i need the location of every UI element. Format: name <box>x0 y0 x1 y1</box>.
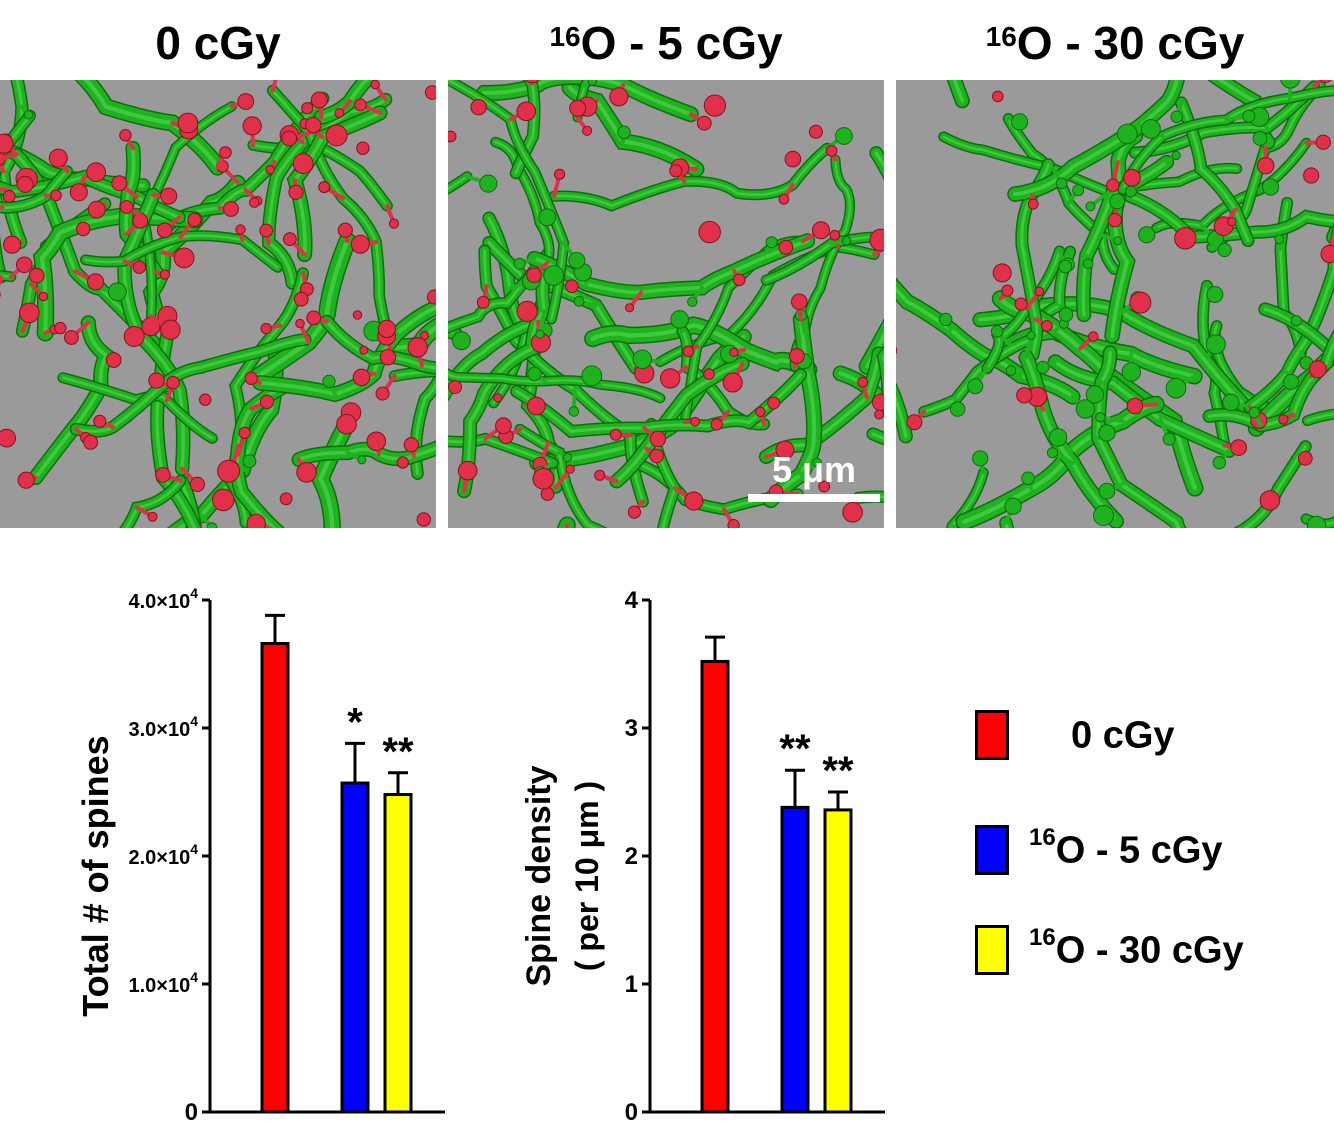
y-tick-exponent: 4 <box>190 841 198 857</box>
y-tick-label: 2 <box>625 843 638 870</box>
y-tick-label: 1.0×104 <box>128 969 198 997</box>
bar <box>780 805 810 1114</box>
legend-label-5cgy: 16O - 5 cGy <box>1029 823 1223 872</box>
panel-title-5cgy: 16O - 5 cGy <box>549 17 783 69</box>
y-axis-label: Total # of spines <box>75 735 116 1016</box>
y-tick-label: 3.0×104 <box>128 713 198 741</box>
panel-title-30cgy: 16O - 30 cGy <box>985 17 1245 69</box>
scale-bar-label: 5 μm <box>771 449 857 490</box>
legend-swatch-5cgy <box>975 825 1009 875</box>
total-spines-chart: 0 1.0×104 2.0×104 3.0×104 4.0×104 Total # of … <box>75 585 445 1126</box>
legend-swatch-control <box>975 710 1009 760</box>
y-tick-exponent: 4 <box>190 713 198 729</box>
y-tick-exponent: 4 <box>190 585 198 601</box>
y-tick-label: 3 <box>625 715 638 742</box>
legend-label-control: 0 cGy <box>1071 714 1175 757</box>
scale-bar: 5 μm <box>748 450 880 510</box>
legend-item-30cgy: 16O - 30 cGy <box>975 923 1244 975</box>
panel-title-control: 0 cGy <box>155 17 281 69</box>
y-tick-label: 1 <box>625 971 638 998</box>
y-tick-exponent: 4 <box>190 969 198 985</box>
legend-swatch-30cgy <box>975 925 1009 975</box>
significance-marker: ** <box>822 749 854 793</box>
significance-marker: * <box>347 700 363 744</box>
y-axis-label: Spine density <box>520 765 558 986</box>
y-tick-label: 2.0×104 <box>128 841 198 869</box>
legend: 0 cGy 16O - 5 cGy 16O - 30 cGy <box>975 700 1325 990</box>
dendrite-image-30cgy <box>896 80 1334 528</box>
spine-cluster <box>0 80 436 528</box>
bar <box>260 642 290 1114</box>
bar <box>340 781 370 1114</box>
bar <box>383 793 413 1114</box>
scale-bar-line <box>748 494 880 502</box>
y-tick-label: 4 <box>625 587 639 614</box>
legend-item-5cgy: 16O - 5 cGy <box>975 823 1223 875</box>
y-tick-label: 4.0×104 <box>128 585 198 613</box>
spine-density-chart: 0 1 2 3 4 Spine density ( per 10 μm ) ** ** <box>520 587 885 1126</box>
y-tick-label: 0 <box>625 1099 638 1126</box>
y-axis-label-unit: ( per 10 μm ) <box>569 781 605 971</box>
bar <box>823 808 853 1114</box>
dendrite-image-5cgy: 5 μm <box>448 80 884 528</box>
bar <box>700 659 730 1114</box>
dendrite-image-control <box>0 80 436 528</box>
spine-cluster <box>448 80 884 528</box>
y-tick-label: 0 <box>185 1099 198 1126</box>
significance-marker: ** <box>382 730 414 774</box>
significance-marker: ** <box>779 727 811 771</box>
legend-item-control: 0 cGy <box>975 710 1175 760</box>
spine-cluster <box>896 80 1334 528</box>
legend-label-30cgy: 16O - 30 cGy <box>1029 923 1244 972</box>
